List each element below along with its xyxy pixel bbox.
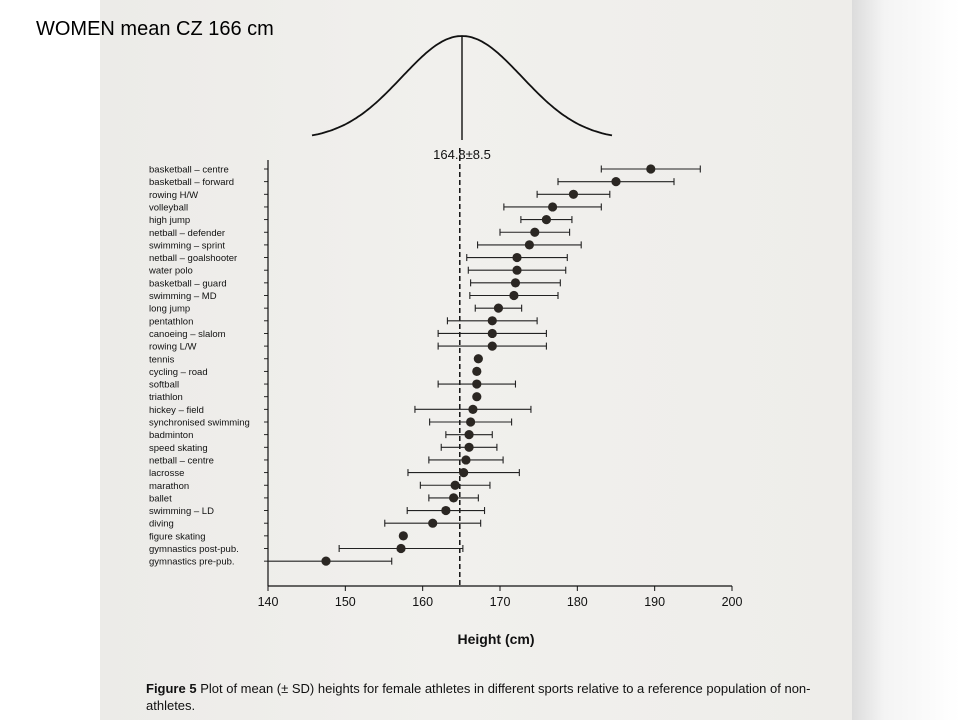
mean-point bbox=[512, 265, 522, 275]
category-label: marathon bbox=[149, 481, 189, 492]
mean-point bbox=[646, 164, 656, 174]
x-tick-label: 200 bbox=[722, 595, 743, 609]
category-label: tennis bbox=[149, 354, 175, 365]
category-label: long jump bbox=[149, 304, 190, 315]
mean-point bbox=[449, 493, 459, 503]
mean-point bbox=[509, 290, 519, 301]
category-label: triathlon bbox=[149, 392, 183, 403]
x-tick-label: 190 bbox=[644, 595, 665, 609]
mean-point bbox=[396, 543, 406, 554]
category-label: basketball – guard bbox=[149, 278, 227, 289]
mean-point bbox=[464, 442, 474, 452]
category-label: diving bbox=[149, 519, 174, 530]
category-label: rowing H/W bbox=[149, 190, 198, 201]
figure-caption: Figure 5 Plot of mean (± SD) heights for… bbox=[146, 680, 836, 714]
category-label: swimming – MD bbox=[149, 291, 217, 302]
category-label: netball – goalshooter bbox=[149, 253, 237, 264]
caption-text: Plot of mean (± SD) heights for female a… bbox=[146, 681, 811, 713]
mean-point bbox=[472, 379, 482, 389]
category-label: basketball – centre bbox=[149, 165, 229, 176]
mean-point bbox=[321, 556, 331, 566]
category-label: water polo bbox=[148, 266, 193, 277]
mean-point bbox=[541, 215, 552, 225]
category-label: hickey – field bbox=[149, 405, 204, 416]
mean-point bbox=[487, 316, 497, 326]
mean-point bbox=[530, 227, 540, 237]
mean-point bbox=[473, 354, 483, 364]
category-label: speed skating bbox=[149, 443, 208, 454]
page-edge-shadow bbox=[852, 0, 960, 720]
mean-point bbox=[472, 392, 482, 402]
mean-point bbox=[493, 303, 504, 313]
mean-point bbox=[450, 480, 460, 490]
category-label: pentathlon bbox=[149, 316, 193, 327]
category-label: canoeing – slalom bbox=[149, 329, 226, 340]
mean-point bbox=[524, 240, 534, 250]
mean-point bbox=[461, 455, 471, 465]
x-tick-label: 180 bbox=[567, 595, 588, 609]
category-label: cycling – road bbox=[149, 367, 208, 378]
x-tick-label: 170 bbox=[490, 595, 511, 609]
category-label: gymnastics post-pub. bbox=[149, 544, 239, 555]
category-label: synchronised swimming bbox=[149, 418, 250, 429]
mean-point bbox=[466, 417, 476, 427]
mean-point bbox=[611, 177, 621, 187]
category-label: swimming – sprint bbox=[149, 240, 225, 251]
mean-point bbox=[428, 518, 438, 528]
category-label: gymnastics pre-pub. bbox=[149, 557, 235, 568]
category-label: basketball – forward bbox=[149, 177, 234, 188]
category-label: swimming – LD bbox=[149, 506, 214, 517]
mean-point bbox=[512, 252, 522, 263]
mean-point bbox=[459, 468, 469, 478]
category-label: softball bbox=[149, 380, 179, 391]
category-label: rowing L/W bbox=[149, 342, 197, 353]
mean-point bbox=[441, 505, 451, 516]
reference-label: 164.8±8.5 bbox=[433, 147, 491, 162]
mean-point bbox=[510, 278, 521, 288]
x-tick-label: 140 bbox=[258, 595, 279, 609]
x-tick-label: 160 bbox=[412, 595, 433, 609]
mean-point bbox=[547, 202, 558, 212]
mean-point bbox=[472, 366, 482, 376]
category-label: badminton bbox=[149, 430, 193, 441]
category-label: netball – defender bbox=[149, 228, 225, 239]
category-label: netball – centre bbox=[149, 455, 214, 466]
x-axis-title: Height (cm) bbox=[458, 631, 535, 647]
caption-figure-label: Figure 5 bbox=[146, 681, 197, 696]
slide-title: WOMEN mean CZ 166 cm bbox=[36, 18, 274, 40]
mean-point bbox=[398, 531, 408, 541]
mean-point bbox=[568, 189, 579, 199]
mean-point bbox=[468, 404, 478, 414]
category-label: lacrosse bbox=[149, 468, 184, 479]
mean-point bbox=[464, 430, 474, 440]
x-tick-label: 150 bbox=[335, 595, 356, 609]
category-label: high jump bbox=[149, 215, 190, 226]
category-label: ballet bbox=[149, 493, 172, 504]
mean-point bbox=[487, 341, 497, 351]
category-label: figure skating bbox=[149, 531, 206, 542]
mean-point bbox=[487, 328, 497, 339]
category-label: volleyball bbox=[149, 202, 188, 213]
